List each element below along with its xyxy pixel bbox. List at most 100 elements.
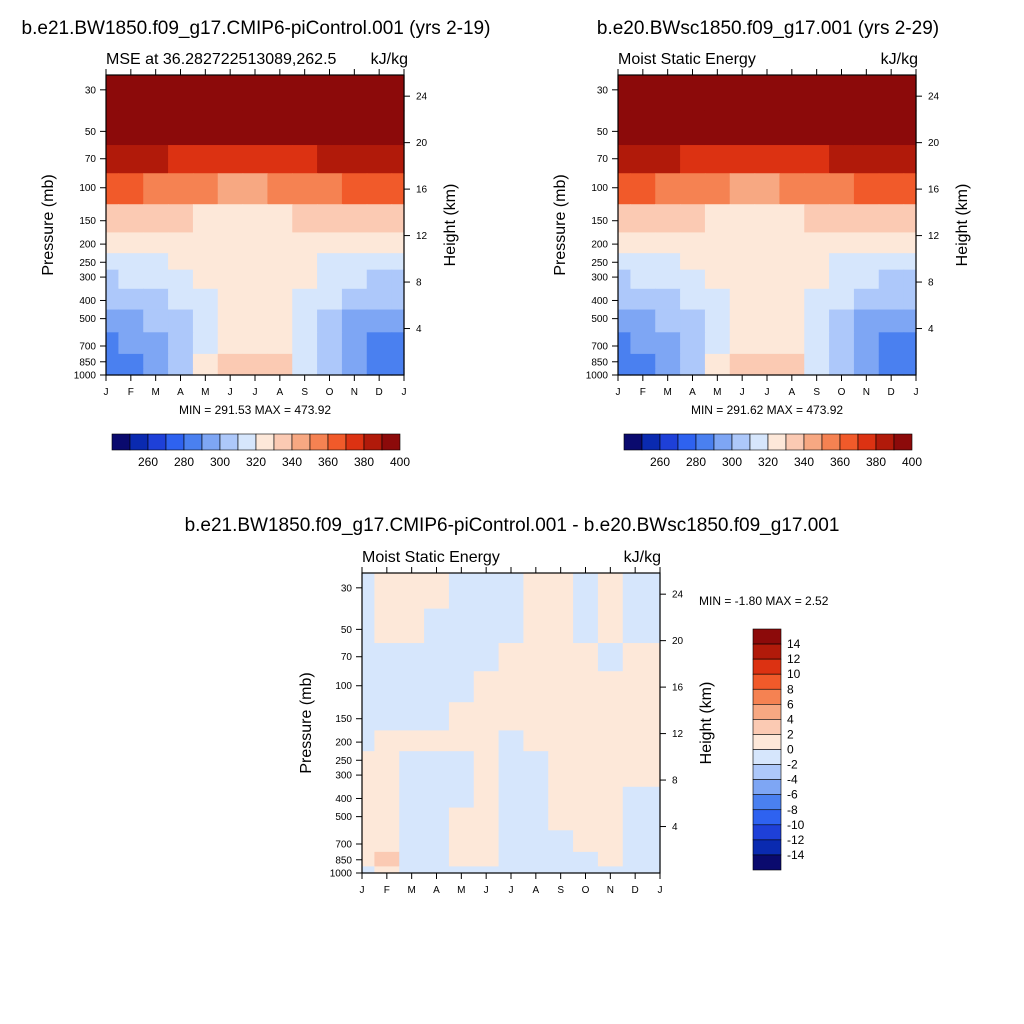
heatmap-cell [448,807,475,831]
colorbar-swatch [839,433,859,451]
y-tick-label: 250 [79,258,96,269]
panel-control: b.e21.BW1850.f09_g17.CMIP6-piControl.001… [22,18,491,469]
heatmap-cell [704,173,731,205]
heatmap-cell [548,730,574,752]
heatmap-cell [630,253,656,271]
colorbar-swatch [291,433,311,451]
panel-diff-minmax: MIN = -1.80 MAX = 2.52 [699,594,829,608]
heatmap-cell [192,288,219,311]
heatmap-cell [647,767,661,788]
heatmap-cell [366,309,393,333]
panel-sc: b.e20.BWsc1850.f09_g17.001 (yrs 2-29) Mo… [552,18,971,469]
colorbar-label: -6 [787,788,798,802]
y2-tick-label: 16 [672,683,684,694]
heatmap-cell [374,573,400,610]
heatmap-cell [853,332,880,355]
heatmap-cell [729,110,756,146]
heatmap-cell [647,866,661,874]
heatmap-cell [655,110,681,146]
heatmap-cell [704,232,731,254]
heatmap-cell [853,253,880,271]
heatmap-cell [878,368,905,376]
colorbar-swatch [713,433,733,451]
heatmap-cell [106,368,120,376]
heatmap-cell [192,368,219,376]
heatmap-cell [655,368,681,376]
colorbar-swatch [165,433,185,451]
colorbar-swatch [821,433,841,451]
heatmap-cell [448,866,475,874]
heatmap-cell [399,830,425,853]
y-tick-label: 400 [335,794,352,805]
colorbar-swatch [111,433,131,451]
x-tick-label: J [740,387,745,398]
heatmap-cell [779,353,805,369]
y2-tick-label: 20 [928,138,940,149]
heatmap-cell [118,269,144,290]
heatmap-cell [143,368,169,376]
heatmap-cell [498,851,525,867]
heatmap-cell [779,75,805,112]
heatmap-cell [341,75,368,112]
heatmap-cell [655,75,681,112]
colorbar-swatch [147,433,167,451]
heatmap-cell [317,288,343,311]
heatmap-cell [622,751,649,769]
y2-tick-label: 20 [672,636,684,647]
heatmap-cell [143,145,169,174]
colorbar-label: 400 [902,455,922,469]
heatmap-cell [779,204,805,234]
heatmap-cell [829,353,855,369]
heatmap-cell [267,253,293,271]
heatmap-cell [655,288,681,311]
heatmap-cell [853,353,880,369]
heatmap-cell [655,353,681,369]
heatmap-cell [399,702,425,732]
heatmap-cell [548,830,574,853]
heatmap-cell [754,110,781,146]
y-tick-label: 500 [591,314,608,325]
y2-tick-label: 24 [416,92,428,103]
heatmap-cell [399,608,425,644]
heatmap-cell [548,671,574,703]
colorbar-swatch [363,433,383,451]
colorbar-label: -10 [787,818,805,832]
heatmap-cell [878,288,905,311]
heatmap-cell [242,253,269,271]
heatmap-cell [729,173,756,205]
heatmap-cell [804,204,830,234]
heatmap-cell [622,767,649,788]
heatmap-cell [374,807,400,831]
colorbar-label: 260 [650,455,670,469]
x-tick-label: A [177,387,184,398]
heatmap-cell [317,253,343,271]
heatmap-cell [267,232,293,254]
heatmap-cell [118,173,144,205]
panel-diff-ylabel: Pressure (mb) [298,672,315,773]
heatmap-cell [366,332,393,355]
heatmap-cell [267,269,293,290]
heatmap-cell [143,332,169,355]
heatmap-cell [168,173,194,205]
heatmap-cell [829,253,855,271]
heatmap-cell [647,573,661,610]
x-tick-label: S [301,387,308,398]
x-tick-label: A [788,387,795,398]
colorbar-swatch [273,433,293,451]
heatmap-cell [903,353,917,369]
heatmap-cell [829,309,855,333]
heatmap-cell [217,309,244,333]
heatmap-cell [498,767,525,788]
heatmap-cell [729,353,756,369]
x-tick-label: J [360,885,365,896]
heatmap-cell [779,332,805,355]
heatmap-cell [242,232,269,254]
heatmap-cell [754,232,781,254]
heatmap-cell [267,288,293,311]
heatmap-cell [804,353,830,369]
heatmap-cell [498,786,525,809]
heatmap-cell [143,269,169,290]
heatmap-cell [804,309,830,333]
heatmap-cell [143,204,169,234]
heatmap-cell [523,643,549,672]
